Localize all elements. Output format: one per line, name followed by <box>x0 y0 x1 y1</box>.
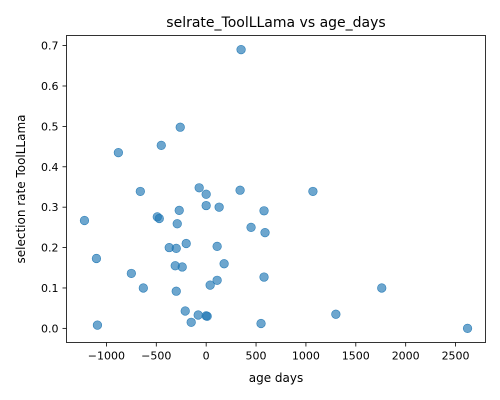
data-point <box>219 259 229 269</box>
y-tick-label: 0.4 <box>41 161 59 174</box>
data-point <box>186 317 196 327</box>
data-point <box>193 310 203 320</box>
data-point <box>308 186 318 197</box>
data-point <box>202 311 212 321</box>
x-tick-label: 2000 <box>392 350 420 363</box>
x-tick-label: 1500 <box>342 350 370 363</box>
y-tick-label: 0.5 <box>41 120 59 133</box>
data-point <box>135 186 145 197</box>
data-point <box>377 283 387 293</box>
data-point <box>462 323 473 333</box>
data-point <box>138 283 148 293</box>
data-point <box>201 200 211 211</box>
data-point <box>175 122 185 132</box>
data-point <box>235 185 245 195</box>
data-point <box>194 183 204 193</box>
data-point <box>180 306 190 316</box>
data-point <box>92 320 103 330</box>
data-point <box>236 45 246 55</box>
y-tick-label: 0.0 <box>41 322 59 335</box>
y-tick-label: 0.6 <box>41 80 59 93</box>
data-point <box>246 222 256 232</box>
data-point <box>259 272 269 282</box>
data-point <box>171 243 181 253</box>
y-tick-label: 0.2 <box>41 242 59 255</box>
x-tick-label: −500 <box>141 350 171 363</box>
data-point <box>172 219 182 229</box>
x-tick-label: 2500 <box>442 350 470 363</box>
data-point <box>79 215 90 226</box>
data-point <box>126 268 136 279</box>
data-point <box>205 280 215 290</box>
data-point <box>177 262 187 272</box>
data-point <box>91 253 102 264</box>
data-point <box>181 238 191 249</box>
data-point <box>259 206 269 216</box>
data-point <box>212 241 222 251</box>
data-point <box>214 202 224 212</box>
data-point <box>201 189 211 199</box>
data-point <box>212 275 222 285</box>
x-tick-label: 1000 <box>292 350 320 363</box>
x-tick-label: 0 <box>203 350 210 363</box>
x-axis: −1000 −500 0 500 1000 1500 2000 2500 <box>88 342 470 363</box>
y-axis: 0.0 0.1 0.2 0.3 0.4 0.5 0.6 0.7 <box>41 40 67 335</box>
chart-title: selrate_ToolLLama vs age_days <box>166 15 385 31</box>
data-point <box>156 140 166 150</box>
y-axis-label: selection rate ToolLLama <box>14 114 28 263</box>
data-point <box>174 205 184 216</box>
data-point <box>331 309 341 319</box>
data-point <box>256 318 266 329</box>
points-layer <box>79 45 473 333</box>
data-point <box>113 148 123 158</box>
data-point <box>154 213 164 224</box>
plot-frame <box>66 35 486 343</box>
x-tick-label: 500 <box>246 350 267 363</box>
y-tick-label: 0.7 <box>41 40 59 53</box>
x-axis-label: age days <box>249 371 304 385</box>
y-tick-label: 0.3 <box>41 201 59 214</box>
x-tick-label: −1000 <box>88 350 125 363</box>
y-tick-label: 0.1 <box>41 282 59 295</box>
data-point <box>171 286 181 296</box>
data-point <box>260 228 270 238</box>
